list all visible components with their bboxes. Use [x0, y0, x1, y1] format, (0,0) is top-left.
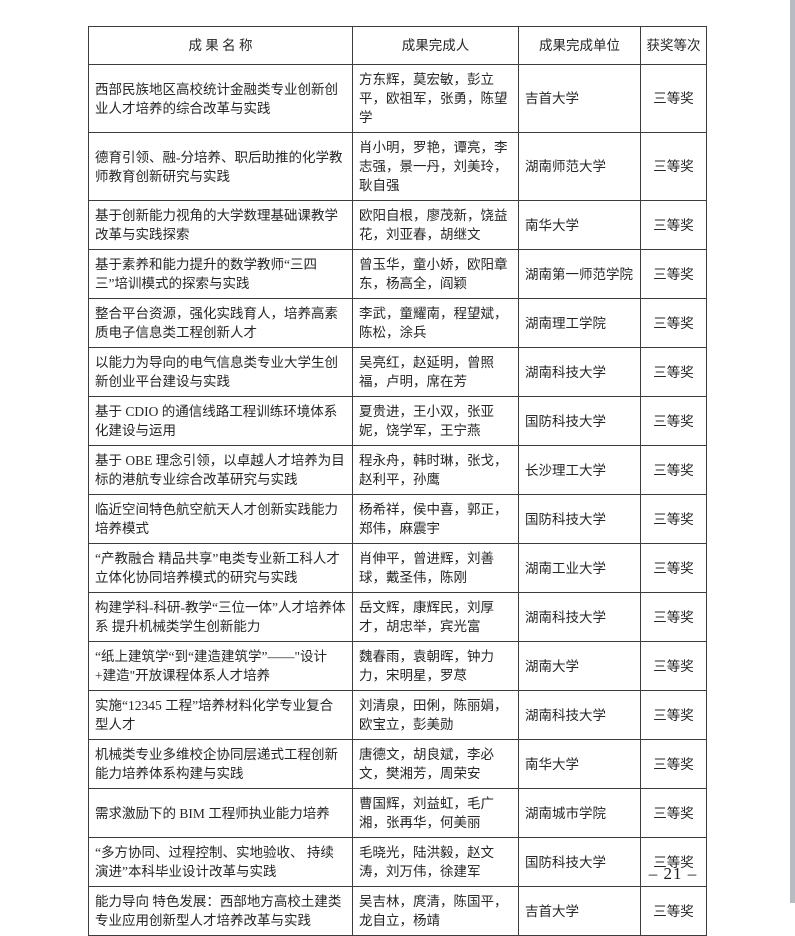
table-row: 基于素养和能力提升的数学教师“三四三”培训模式的探索与实践 曾玉华，童小娇，欧阳章…	[88, 249, 707, 299]
cell-name: 德育引领、融-分培养、职后助推的化学教师教育创新研究与实践	[88, 132, 353, 201]
table-row: 构建学科-科研-教学“三位一体”人才培养体系 提升机械类学生创新能力 岳文辉，康辉…	[88, 592, 707, 642]
cell-people: 曾玉华，童小娇，欧阳章东，杨高全，阎颖	[352, 249, 519, 299]
cell-award: 三等奖	[640, 249, 707, 299]
cell-unit: 湖南理工学院	[518, 298, 641, 348]
cell-name: 实施“12345 工程”培养材料化学专业复合型人才	[88, 690, 353, 740]
cell-unit: 国防科技大学	[518, 494, 641, 544]
cell-award: 三等奖	[640, 132, 707, 201]
cell-unit: 国防科技大学	[518, 837, 641, 887]
cell-award: 三等奖	[640, 543, 707, 593]
cell-name: 基于创新能力视角的大学数理基础课教学改革与实践探索	[88, 200, 353, 250]
table-header-row: 成 果 名 称成果完成人 成果完成单位 获奖等次	[88, 26, 707, 65]
cell-name: “产教融合 精品共享”电类专业新工科人才立体化协同培养模式的研究与实践	[88, 543, 353, 593]
cell-people: 肖伸平，曾进辉，刘善球，戴圣伟，陈刚	[352, 543, 519, 593]
column-header-1: 成果完成人	[352, 26, 519, 65]
cell-award: 三等奖	[640, 494, 707, 544]
cell-award: 三等奖	[640, 886, 707, 936]
cell-award: 三等奖	[640, 641, 707, 691]
cell-name: 机械类专业多维校企协同层递式工程创新能力培养体系构建与实践	[88, 739, 353, 789]
table-row: 实施“12345 工程”培养材料化学专业复合型人才 刘清泉，田俐，陈丽娟，欧宝立，…	[88, 690, 707, 740]
cell-people: 程永舟，韩时琳，张戈，赵利平，孙鹰	[352, 445, 519, 495]
cell-people: 吴亮红，赵延明，曾照福，卢明，席在芳	[352, 347, 519, 397]
cell-people: 毛晓光，陆洪毅，赵文涛，刘万伟，徐建军	[352, 837, 519, 887]
column-header-2: 成果完成单位	[518, 26, 641, 65]
table-row: 临近空间特色航空航天人才创新实践能力培养模式 杨希祥，侯中喜，郭正，郑伟，麻震宇国…	[88, 494, 707, 544]
table-row: 能力导向 特色发展：西部地方高校土建类专业应用创新型人才培养改革与实践 吴吉林，庹…	[88, 886, 707, 936]
cell-unit: 南华大学	[518, 200, 641, 250]
cell-name: 整合平台资源，强化实践育人，培养高素质电子信息类工程创新人才	[88, 298, 353, 348]
cell-award: 三等奖	[640, 690, 707, 740]
cell-name: 西部民族地区高校统计金融类专业创新创业人才培养的综合改革与实践	[88, 64, 353, 133]
cell-unit: 湖南工业大学	[518, 543, 641, 593]
cell-people: 李武，童耀南，程望斌，陈松，涂兵	[352, 298, 519, 348]
awards-table: 成 果 名 称成果完成人 成果完成单位 获奖等次 西部民族地区高校统计金融类专业创新…	[88, 26, 707, 936]
cell-unit: 吉首大学	[518, 64, 641, 133]
cell-people: 唐德文，胡良斌，李必文，樊湘芳，周荣安	[352, 739, 519, 789]
table-row: 基于创新能力视角的大学数理基础课教学改革与实践探索 欧阳自根，廖茂新，饶益花，刘亚…	[88, 200, 707, 250]
cell-unit: 长沙理工大学	[518, 445, 641, 495]
cell-unit: 湖南师范大学	[518, 132, 641, 201]
cell-people: 刘清泉，田俐，陈丽娟，欧宝立，彭美勋	[352, 690, 519, 740]
page-edge-strip	[790, 0, 795, 903]
cell-people: 夏贵进，王小双，张亚妮，饶学军，王宁燕	[352, 396, 519, 446]
cell-name: 构建学科-科研-教学“三位一体”人才培养体系 提升机械类学生创新能力	[88, 592, 353, 642]
table-row: “产教融合 精品共享”电类专业新工科人才立体化协同培养模式的研究与实践 肖伸平，曾…	[88, 543, 707, 593]
cell-unit: 湖南城市学院	[518, 788, 641, 838]
cell-name: 以能力为导向的电气信息类专业大学生创新创业平台建设与实践	[88, 347, 353, 397]
cell-award: 三等奖	[640, 592, 707, 642]
table-row: 需求激励下的 BIM 工程师执业能力培养 曹国辉，刘益虹，毛广湘，张再华，何美丽湖…	[88, 788, 707, 838]
cell-people: 欧阳自根，廖茂新，饶益花，刘亚春，胡继文	[352, 200, 519, 250]
cell-award: 三等奖	[640, 298, 707, 348]
cell-people: 曹国辉，刘益虹，毛广湘，张再华，何美丽	[352, 788, 519, 838]
cell-unit: 吉首大学	[518, 886, 641, 936]
page-number: – 21 –	[648, 864, 698, 883]
table-row: “纸上建筑学“到“建造建筑学”——"设计+建造"开放课程体系人才培养 魏春雨，袁朝…	[88, 641, 707, 691]
table-row: 机械类专业多维校企协同层递式工程创新能力培养体系构建与实践 唐德文，胡良斌，李必文…	[88, 739, 707, 789]
table-row: 基于 OBE 理念引领，以卓越人才培养为目标的港航专业综合改革研究与实践 程永舟，…	[88, 445, 707, 495]
cell-unit: 湖南科技大学	[518, 347, 641, 397]
cell-unit: 南华大学	[518, 739, 641, 789]
cell-award: 三等奖	[640, 347, 707, 397]
cell-name: 能力导向 特色发展：西部地方高校土建类专业应用创新型人才培养改革与实践	[88, 886, 353, 936]
table-row: “多方协同、过程控制、实地验收、 持续演进”本科毕业设计改革与实践 毛晓光，陆洪毅…	[88, 837, 707, 887]
cell-unit: 国防科技大学	[518, 396, 641, 446]
cell-name: “纸上建筑学“到“建造建筑学”——"设计+建造"开放课程体系人才培养	[88, 641, 353, 691]
cell-people: 肖小明，罗艳，谭亮，李志强，景一丹，刘美玲，耿自强	[352, 132, 519, 201]
cell-name: 需求激励下的 BIM 工程师执业能力培养	[88, 788, 353, 838]
table-row: 基于 CDIO 的通信线路工程训练环境体系化建设与运用 夏贵进，王小双，张亚妮，饶…	[88, 396, 707, 446]
table-row: 以能力为导向的电气信息类专业大学生创新创业平台建设与实践 吴亮红，赵延明，曾照福，…	[88, 347, 707, 397]
cell-unit: 湖南科技大学	[518, 690, 641, 740]
cell-unit: 湖南科技大学	[518, 592, 641, 642]
cell-award: 三等奖	[640, 739, 707, 789]
cell-award: 三等奖	[640, 837, 707, 887]
column-header-3: 获奖等次	[640, 26, 707, 65]
cell-name: 基于 CDIO 的通信线路工程训练环境体系化建设与运用	[88, 396, 353, 446]
table-row: 西部民族地区高校统计金融类专业创新创业人才培养的综合改革与实践 方东辉，莫宏敏，彭…	[88, 64, 707, 133]
cell-people: 吴吉林，庹清，陈国平，龙自立，杨靖	[352, 886, 519, 936]
cell-award: 三等奖	[640, 200, 707, 250]
cell-people: 方东辉，莫宏敏，彭立平，欧祖军，张勇，陈望学	[352, 64, 519, 133]
cell-name: 基于素养和能力提升的数学教师“三四三”培训模式的探索与实践	[88, 249, 353, 299]
cell-name: “多方协同、过程控制、实地验收、 持续演进”本科毕业设计改革与实践	[88, 837, 353, 887]
cell-name: 基于 OBE 理念引领，以卓越人才培养为目标的港航专业综合改革研究与实践	[88, 445, 353, 495]
cell-award: 三等奖	[640, 396, 707, 446]
table-row: 整合平台资源，强化实践育人，培养高素质电子信息类工程创新人才 李武，童耀南，程望斌…	[88, 298, 707, 348]
cell-award: 三等奖	[640, 64, 707, 133]
cell-unit: 湖南大学	[518, 641, 641, 691]
cell-unit: 湖南第一师范学院	[518, 249, 641, 299]
cell-people: 魏春雨，袁朝晖，钟力力，宋明星，罗荩	[352, 641, 519, 691]
table-body: 西部民族地区高校统计金融类专业创新创业人才培养的综合改革与实践 方东辉，莫宏敏，彭…	[88, 64, 707, 936]
column-header-0: 成 果 名 称	[88, 26, 353, 65]
cell-award: 三等奖	[640, 445, 707, 495]
cell-people: 岳文辉，康辉民，刘厚才，胡忠举，宾光富	[352, 592, 519, 642]
cell-name: 临近空间特色航空航天人才创新实践能力培养模式	[88, 494, 353, 544]
cell-people: 杨希祥，侯中喜，郭正，郑伟，麻震宇	[352, 494, 519, 544]
table-row: 德育引领、融-分培养、职后助推的化学教师教育创新研究与实践 肖小明，罗艳，谭亮，李…	[88, 132, 707, 201]
cell-award: 三等奖	[640, 788, 707, 838]
